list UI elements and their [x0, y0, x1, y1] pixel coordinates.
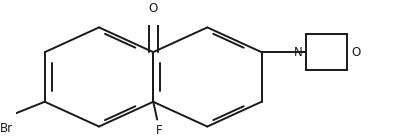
Text: F: F — [156, 124, 162, 137]
Text: Br: Br — [0, 122, 13, 135]
Text: N: N — [294, 46, 303, 59]
Text: O: O — [149, 2, 158, 14]
Text: O: O — [351, 46, 360, 59]
